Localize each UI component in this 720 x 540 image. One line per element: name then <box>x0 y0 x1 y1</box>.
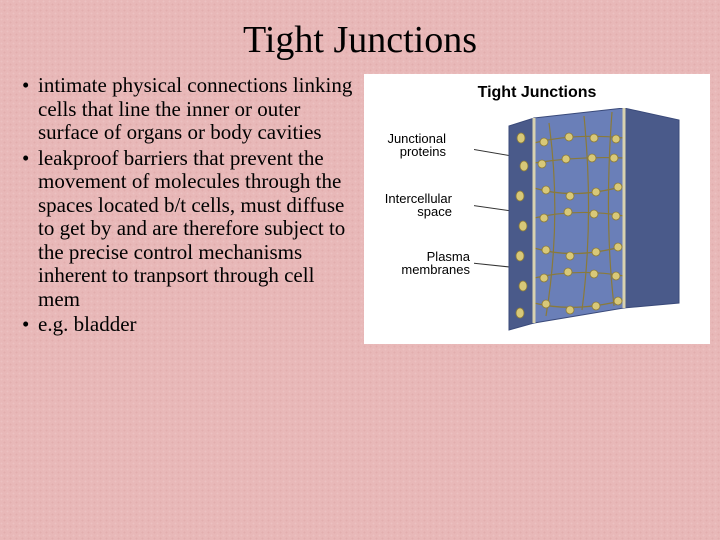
label-intercellular-space: Intercellular space <box>362 192 452 218</box>
bullet-item: leakproof barriers that prevent the move… <box>18 147 358 312</box>
bullet-list: intimate physical connections linking ce… <box>18 74 358 344</box>
figure-panel: Tight Junctions Junctional proteins Inte… <box>364 74 710 344</box>
label-plasma-membranes: Plasma membranes <box>380 250 470 276</box>
figure-title: Tight Junctions <box>364 84 710 102</box>
label-junctional-proteins: Junctional proteins <box>366 132 446 158</box>
tight-junction-diagram <box>474 108 704 333</box>
slide-title: Tight Junctions <box>0 0 720 62</box>
bullet-item: intimate physical connections linking ce… <box>18 74 358 145</box>
bullet-item: e.g. bladder <box>18 313 358 337</box>
content-row: intimate physical connections linking ce… <box>0 62 720 344</box>
